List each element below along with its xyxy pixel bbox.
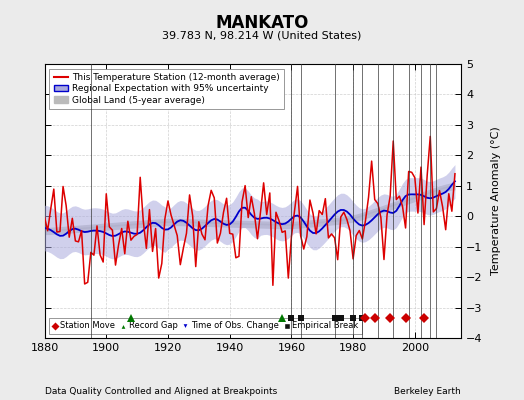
Text: MANKATO: MANKATO — [215, 14, 309, 32]
Text: Berkeley Earth: Berkeley Earth — [395, 387, 461, 396]
Y-axis label: Temperature Anomaly (°C): Temperature Anomaly (°C) — [491, 127, 501, 275]
Text: Data Quality Controlled and Aligned at Breakpoints: Data Quality Controlled and Aligned at B… — [45, 387, 277, 396]
Text: 39.783 N, 98.214 W (United States): 39.783 N, 98.214 W (United States) — [162, 30, 362, 40]
Legend: Station Move, Record Gap, Time of Obs. Change, Empirical Break: Station Move, Record Gap, Time of Obs. C… — [49, 318, 362, 334]
